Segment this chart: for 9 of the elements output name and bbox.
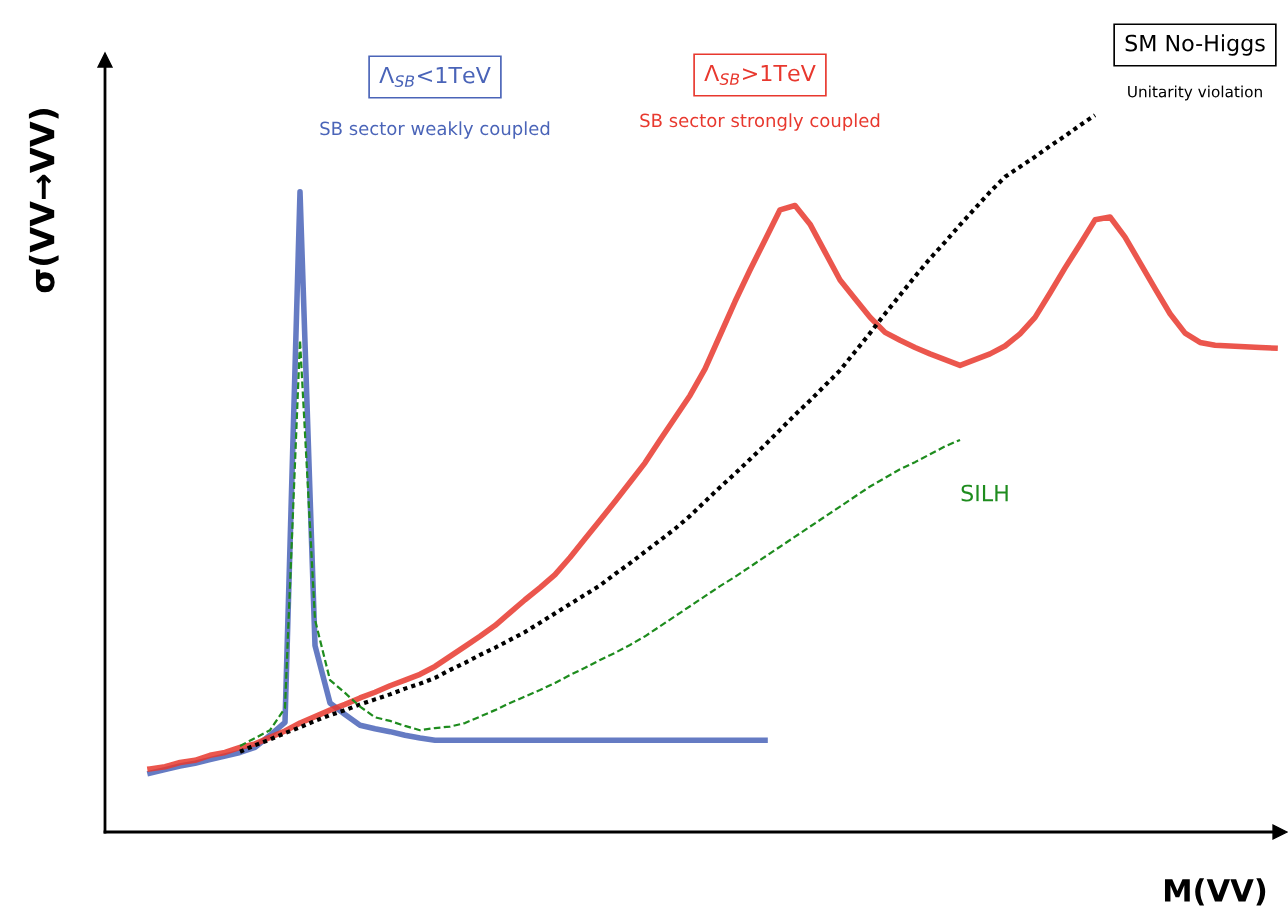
series-label: SILH xyxy=(961,484,1008,502)
annotation: SB sector weakly coupled xyxy=(320,121,550,139)
y-axis-title: σ(VV→VV) xyxy=(28,109,59,293)
text: SM No-Higgs xyxy=(1125,34,1265,56)
text: Λ$_{SB}$>1TeV xyxy=(704,64,816,85)
text: Unitarity violation xyxy=(1128,85,1262,101)
x-axis-title: M(VV) xyxy=(1164,878,1266,906)
text: Λ$_{SB}$<1TeV xyxy=(379,66,491,87)
annotation: SB sector strongly coupled xyxy=(640,113,880,131)
